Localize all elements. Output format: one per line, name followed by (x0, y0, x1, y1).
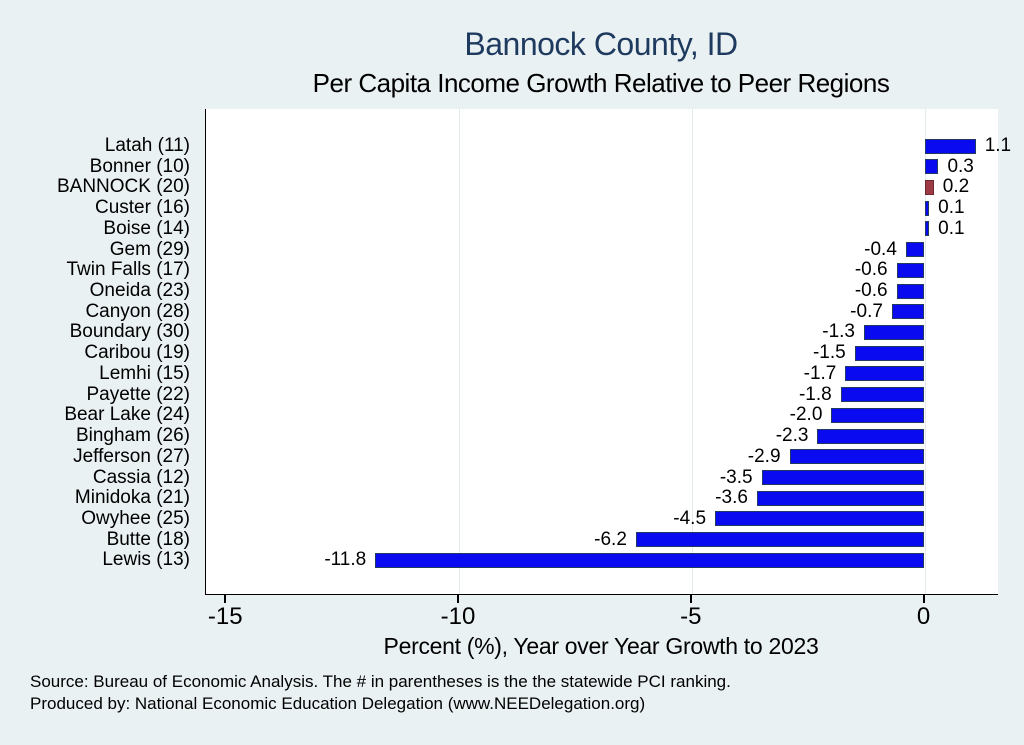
category-label: Boundary (30) (69, 321, 190, 343)
category-label: Owyhee (25) (81, 507, 190, 529)
category-label: Twin Falls (17) (66, 259, 190, 281)
bar-custer-16 (924, 200, 930, 216)
y-axis-labels: Latah (11) Bonner (10) BANNOCK (20) Custer … (0, 109, 190, 594)
x-tick-label: 0 (916, 603, 931, 630)
bar-value-label: 1.1 (984, 135, 1012, 156)
bar-value-label: -2.9 (747, 445, 781, 467)
bar-value-label: -0.4 (864, 238, 897, 260)
bar-value-label: -0.6 (854, 259, 888, 281)
bar-value-label: -1.5 (812, 342, 846, 364)
bar-value-label: -0.6 (854, 280, 888, 302)
category-label: Lewis (13) (102, 549, 190, 571)
bar-bannock-20 (924, 179, 934, 195)
category-label: Boise (14) (103, 217, 190, 239)
bar-twin-falls-17 (896, 262, 925, 278)
x-tick-label: -10 (440, 603, 476, 630)
bar-bingham-26 (817, 428, 925, 444)
bar-bear-lake-24 (831, 407, 925, 423)
bar-value-label: -2.3 (775, 425, 809, 447)
x-tick-mark (689, 595, 692, 603)
category-label: Oneida (23) (89, 280, 190, 302)
bar-value-label: 0.1 (938, 197, 965, 219)
bar-value-label: 0.2 (942, 176, 970, 198)
category-label: BANNOCK (20) (56, 176, 190, 198)
x-axis: -15 -10 -5 0 (0, 595, 1024, 640)
bar-cassia-12 (761, 470, 925, 486)
bar-oneida-23 (896, 283, 925, 299)
plot-area: 1.1 0.3 0.2 0.1 0.1 -0.4 -0.6 -0.6 -0.7 -1.3 -1.5-… (205, 109, 1011, 595)
bar-gem-29 (905, 242, 925, 258)
bar-latah-11 (924, 138, 976, 154)
category-label: Bingham (26) (75, 425, 190, 447)
bar-value-label: 0.1 (938, 217, 965, 239)
bar-value-label: -11.8 (324, 549, 367, 571)
bar-value-label: -1.3 (822, 321, 855, 343)
bar-bonner-10 (924, 159, 939, 175)
category-label: Butte (18) (106, 528, 190, 550)
bar-value-label: -6.2 (594, 528, 627, 550)
gridline (691, 109, 693, 594)
bar-value-label: -3.5 (719, 466, 753, 488)
bar-value-label: -1.8 (798, 383, 832, 405)
bar-value-label: -2.0 (789, 404, 823, 426)
chart-title: Bannock County, ID (464, 26, 738, 62)
bar-value-label: 0.3 (947, 155, 974, 177)
bar-lewis-13 (375, 552, 925, 568)
category-label: Minidoka (21) (74, 487, 190, 509)
category-label: Lemhi (15) (99, 362, 190, 384)
x-tick-mark (457, 595, 459, 603)
bar-boundary-30 (863, 324, 925, 340)
x-tick-mark (224, 595, 227, 603)
bar-jefferson-27 (789, 449, 925, 465)
x-tick-label: -5 (680, 603, 702, 630)
gridline (459, 109, 460, 594)
category-label: Canyon (28) (85, 300, 190, 322)
bar-owyhee-25 (715, 511, 925, 527)
bar-caribou-19 (854, 345, 925, 361)
bar-canyon-28 (891, 304, 925, 320)
x-tick-mark (922, 595, 925, 603)
x-tick-label: -15 (207, 603, 243, 630)
category-label: Latah (11) (104, 135, 190, 156)
category-label: Bear Lake (24) (64, 404, 190, 426)
source-note: Source: Bureau of Economic Analysis. The… (30, 672, 731, 691)
bar-value-label: -3.6 (715, 487, 748, 509)
produced-by-note: Produced by: National Economic Education… (30, 694, 646, 713)
chart-header: Bannock County, ID Per Capita Income Gro… (180, 0, 1022, 98)
bar-payette-22 (840, 387, 925, 403)
bar-minidoka-21 (756, 490, 925, 506)
bar-lemhi-15 (845, 366, 925, 382)
bar-value-label: -1.7 (803, 362, 837, 384)
bar-value-label: -0.7 (850, 300, 883, 322)
bar-value-label: -4.5 (673, 507, 707, 529)
category-label: Cassia (12) (92, 466, 190, 488)
category-label: Jefferson (27) (73, 445, 190, 467)
category-label: Gem (29) (109, 238, 190, 260)
chart-subtitle: Per Capita Income Growth Relative to Pee… (312, 68, 890, 98)
gridline (924, 109, 926, 594)
x-axis-title: Percent (%), Year over Year Growth to 20… (383, 633, 819, 659)
bar-butte-18 (635, 532, 925, 548)
bar-boise-14 (924, 221, 930, 237)
category-label: Bonner (10) (89, 155, 190, 177)
category-label: Custer (16) (94, 197, 190, 219)
category-label: Payette (22) (86, 383, 191, 405)
category-label: Caribou (19) (84, 342, 190, 364)
